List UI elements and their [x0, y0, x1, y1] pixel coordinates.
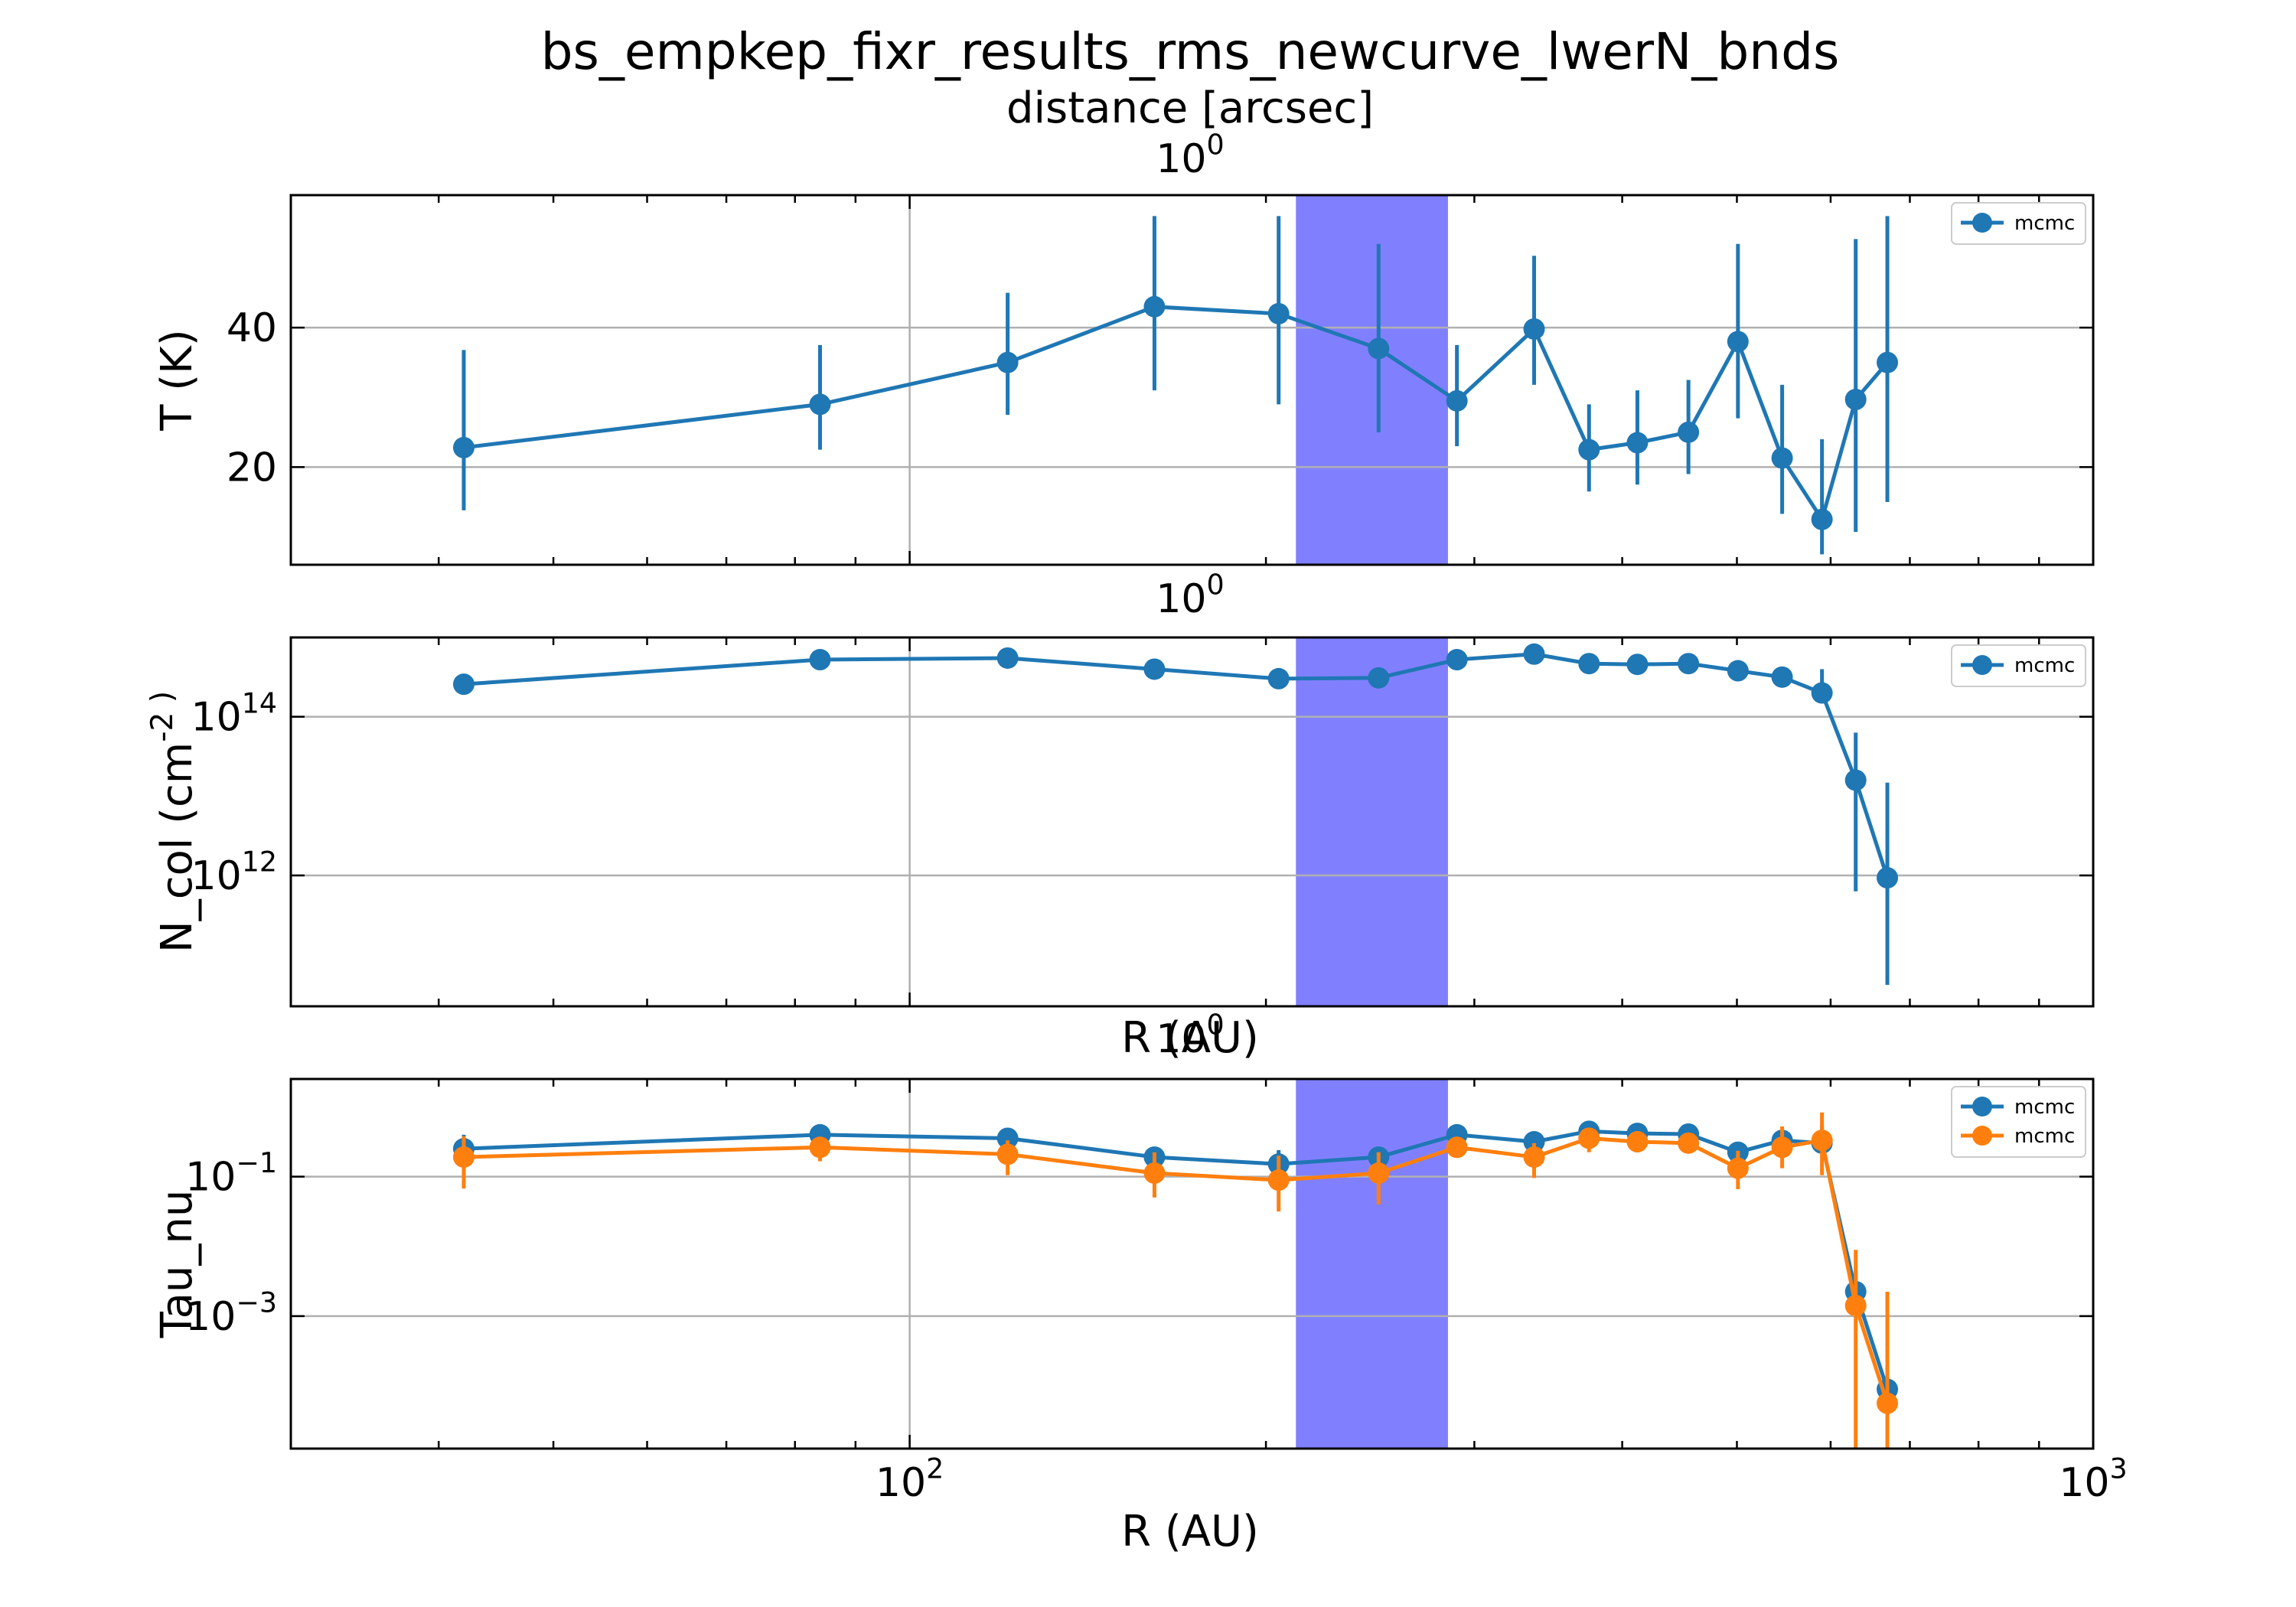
axes-frame	[289, 194, 2095, 566]
data-point	[1578, 653, 1600, 675]
data-point	[1626, 654, 1649, 676]
x-axis-label: R (AU)	[1121, 1507, 1259, 1556]
series-1	[452, 1112, 1899, 1449]
legend-label: mcmc	[2014, 654, 2075, 677]
series-line	[463, 1129, 1890, 1390]
data-point	[1523, 1146, 1545, 1169]
y-tick-label: 40	[227, 305, 277, 351]
data-point	[1578, 438, 1600, 461]
data-point	[1727, 331, 1749, 353]
data-point	[1877, 351, 1899, 373]
y-axis-label: N_col (cm-2 )	[145, 691, 202, 953]
axes-frame	[289, 636, 2095, 1008]
data-point	[1678, 1132, 1700, 1154]
data-point	[1523, 318, 1545, 340]
series-line	[463, 305, 1889, 522]
legend-marker	[1972, 1097, 1992, 1116]
data-point	[1844, 389, 1867, 411]
data-point	[1771, 1136, 1793, 1159]
data-point	[809, 393, 831, 416]
series-0	[452, 643, 1899, 986]
data-point	[1678, 653, 1700, 675]
data-point	[1844, 769, 1867, 791]
y-axis-label: Tau_nu	[152, 1190, 202, 1339]
data-point	[1844, 1295, 1867, 1317]
series-0	[452, 216, 1899, 555]
data-point	[1523, 643, 1545, 665]
temperature-panel: 20 40 T (K) mcmc	[152, 194, 2095, 566]
shaded-region	[1296, 637, 1448, 1006]
figure-title: bs_empkep_fixr_results_rms_newcurve_lwer…	[541, 22, 1840, 81]
data-point	[1368, 667, 1390, 689]
legend-label: mcmc	[2014, 1096, 2075, 1119]
y-axis-label: T (K)	[152, 329, 202, 431]
data-point	[1771, 447, 1793, 469]
legend-marker	[1972, 655, 1992, 675]
data-point	[452, 1146, 475, 1169]
data-point	[1143, 1162, 1166, 1185]
data-point	[1811, 508, 1833, 530]
panel-top-tick-label: 100	[1156, 1009, 1224, 1062]
top-axis-label: distance [arcsec]	[1006, 83, 1374, 133]
x-tick-label: 103	[2059, 1452, 2127, 1506]
data-point	[1811, 1129, 1833, 1152]
data-point	[1368, 337, 1390, 360]
data-point	[1368, 1162, 1390, 1185]
data-point	[996, 351, 1019, 373]
data-point	[1143, 295, 1166, 318]
data-point	[996, 1143, 1019, 1165]
data-point	[1267, 667, 1290, 689]
legend-box	[1951, 644, 2086, 687]
data-point	[1267, 302, 1290, 324]
data-point	[1877, 867, 1899, 889]
data-point	[809, 649, 831, 671]
data-point	[1446, 390, 1468, 412]
shaded-region	[1296, 1079, 1448, 1449]
data-point	[1727, 660, 1749, 682]
data-point	[452, 436, 475, 458]
data-point	[1578, 1127, 1600, 1149]
data-point	[996, 647, 1019, 669]
data-point	[1727, 1157, 1749, 1179]
data-point	[1523, 1131, 1545, 1153]
y-tick-label: 10−3	[185, 1286, 277, 1339]
legend-marker	[1972, 1126, 1992, 1146]
data-point	[809, 1136, 831, 1159]
legend-box	[1951, 202, 2086, 245]
data-point	[1267, 1169, 1290, 1191]
data-point	[996, 1127, 1019, 1149]
legend-label: mcmc	[2014, 1125, 2075, 1148]
data-point	[1446, 1136, 1468, 1159]
y-tick-label: 20	[227, 445, 277, 491]
x-tick-label: 102	[876, 1452, 944, 1506]
data-point	[1811, 682, 1833, 704]
legend-label: mcmc	[2014, 212, 2075, 235]
legend-marker	[1972, 213, 1992, 233]
data-point	[1771, 666, 1793, 688]
y-tick-label: 1014	[191, 686, 277, 740]
data-point	[1678, 421, 1700, 443]
panel-top-tick-label: 100	[1156, 569, 1224, 622]
data-point	[1626, 432, 1649, 454]
data-point	[1143, 658, 1166, 680]
axes-frame	[289, 1077, 2095, 1450]
data-point	[1446, 649, 1468, 671]
series-line	[463, 1136, 1890, 1404]
data-point	[1626, 1131, 1649, 1153]
y-tick-label: 10−1	[185, 1146, 277, 1200]
data-point	[452, 673, 475, 696]
panel-top-tick-label: 100	[1156, 129, 1224, 182]
series-line	[463, 652, 1890, 878]
x-axis-label-middle: R (AU)	[1121, 1013, 1259, 1063]
data-point	[1877, 1392, 1899, 1414]
y-tick-label: 1012	[191, 846, 277, 899]
